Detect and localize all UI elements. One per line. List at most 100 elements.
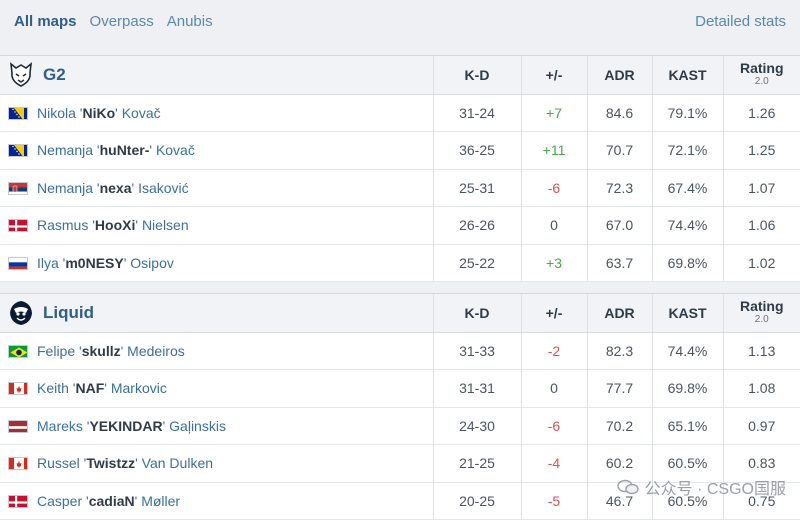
tab-all-maps[interactable]: All maps <box>14 13 77 30</box>
kd-cell: 21-25 <box>433 445 521 483</box>
rating-label: Rating <box>740 298 784 314</box>
kast-header[interactable]: KAST <box>652 294 723 332</box>
rating-cell: 1.07 <box>723 169 800 207</box>
denmark-flag-icon <box>8 495 28 508</box>
wechat-icon <box>617 479 639 495</box>
player-first-name: Nikola ' <box>37 105 82 121</box>
latvia-flag-icon <box>8 420 28 433</box>
kast-cell: 74.4% <box>652 207 723 245</box>
player-cell[interactable]: Rasmus 'HooXi' Nielsen <box>0 207 433 245</box>
adr-header[interactable]: ADR <box>587 56 652 94</box>
rating-cell: 1.02 <box>723 244 800 282</box>
player-first-name: Keith ' <box>37 380 75 396</box>
plus-minus-header[interactable]: +/- <box>521 56 587 94</box>
plus-minus-cell: -4 <box>521 445 587 483</box>
adr-cell: 70.2 <box>587 407 652 445</box>
denmark-flag-icon <box>8 219 28 232</box>
kd-header[interactable]: K-D <box>433 294 521 332</box>
kd-header[interactable]: K-D <box>433 56 521 94</box>
rating-cell: 0.97 <box>723 407 800 445</box>
player-first-name: Ilya ' <box>37 255 65 271</box>
g2-logo-icon <box>7 61 35 89</box>
player-last-name: ' Kovač <box>149 142 194 158</box>
player-cell[interactable]: Keith 'NAF' Markovic <box>0 370 433 408</box>
kd-cell: 31-31 <box>433 370 521 408</box>
russia-flag-icon <box>8 257 28 270</box>
brazil-flag-icon <box>8 345 28 358</box>
rating-version: 2.0 <box>724 313 800 326</box>
plus-minus-header[interactable]: +/- <box>521 294 587 332</box>
tab-overpass[interactable]: Overpass <box>90 13 154 30</box>
kast-header[interactable]: KAST <box>652 56 723 94</box>
kast-cell: 79.1% <box>652 94 723 132</box>
player-cell[interactable]: Felipe 'skullz' Medeiros <box>0 332 433 370</box>
kd-cell: 31-33 <box>433 332 521 370</box>
kd-cell: 24-30 <box>433 407 521 445</box>
player-cell[interactable]: Casper 'cadiaN' Møller <box>0 482 433 520</box>
kast-cell: 72.1% <box>652 132 723 170</box>
canada-flag-icon <box>8 382 28 395</box>
detailed-stats-link[interactable]: Detailed stats <box>695 13 786 30</box>
team-name[interactable]: Liquid <box>7 299 94 327</box>
plus-minus-cell: 0 <box>521 370 587 408</box>
player-last-name: ' Gaļinskis <box>163 418 226 434</box>
watermark: 公众号 · CSGO国服 <box>617 475 786 499</box>
tab-anubis[interactable]: Anubis <box>167 13 213 30</box>
player-cell[interactable]: Nemanja 'huNter-' Kovač <box>0 132 433 170</box>
rating-cell: 1.13 <box>723 332 800 370</box>
team-name[interactable]: G2 <box>7 61 66 89</box>
player-cell[interactable]: Ilya 'm0NESY' Osipov <box>0 244 433 282</box>
kd-cell: 36-25 <box>433 132 521 170</box>
rating-cell: 1.08 <box>723 370 800 408</box>
kd-cell: 26-26 <box>433 207 521 245</box>
plus-minus-cell: -2 <box>521 332 587 370</box>
plus-minus-cell: -6 <box>521 407 587 445</box>
player-first-name: Nemanja ' <box>37 142 100 158</box>
player-first-name: Mareks ' <box>37 418 89 434</box>
canada-flag-icon <box>8 457 28 470</box>
player-nickname: HooXi <box>95 217 135 233</box>
player-last-name: ' Osipov <box>124 255 174 271</box>
plus-minus-cell: +3 <box>521 244 587 282</box>
player-nickname: m0NESY <box>65 255 123 271</box>
player-first-name: Casper ' <box>37 493 89 509</box>
rating-cell: 1.26 <box>723 94 800 132</box>
player-nickname: NAF <box>75 380 104 396</box>
player-first-name: Rasmus ' <box>37 217 95 233</box>
player-nickname: nexa <box>100 180 132 196</box>
player-cell[interactable]: Mareks 'YEKINDAR' Gaļinskis <box>0 407 433 445</box>
player-first-name: Russel ' <box>37 455 86 471</box>
serbia-flag-icon <box>8 182 28 195</box>
plus-minus-cell: -6 <box>521 169 587 207</box>
adr-cell: 82.3 <box>587 332 652 370</box>
plus-minus-cell: 0 <box>521 207 587 245</box>
player-cell[interactable]: Nikola 'NiKo' Kovač <box>0 94 433 132</box>
adr-cell: 70.7 <box>587 132 652 170</box>
kast-cell: 74.4% <box>652 332 723 370</box>
adr-cell: 67.0 <box>587 207 652 245</box>
player-cell[interactable]: Nemanja 'nexa' Isaković <box>0 169 433 207</box>
player-last-name: ' Medeiros <box>121 343 185 359</box>
team-name-label: Liquid <box>43 303 94 323</box>
bosnia-flag-icon <box>8 107 28 120</box>
player-nickname: NiKo <box>82 105 115 121</box>
player-cell[interactable]: Russel 'Twistzz' Van Dulken <box>0 445 433 483</box>
adr-cell: 63.7 <box>587 244 652 282</box>
team-name-label: G2 <box>43 65 66 85</box>
player-nickname: YEKINDAR <box>89 418 162 434</box>
rating-cell: 1.06 <box>723 207 800 245</box>
bosnia-flag-icon <box>8 144 28 157</box>
team-header: G2 <box>0 56 433 94</box>
plus-minus-cell: +7 <box>521 94 587 132</box>
kast-cell: 69.8% <box>652 244 723 282</box>
player-nickname: Twistzz <box>86 455 135 471</box>
adr-header[interactable]: ADR <box>587 294 652 332</box>
player-nickname: cadiaN <box>89 493 135 509</box>
player-first-name: Nemanja ' <box>37 180 100 196</box>
